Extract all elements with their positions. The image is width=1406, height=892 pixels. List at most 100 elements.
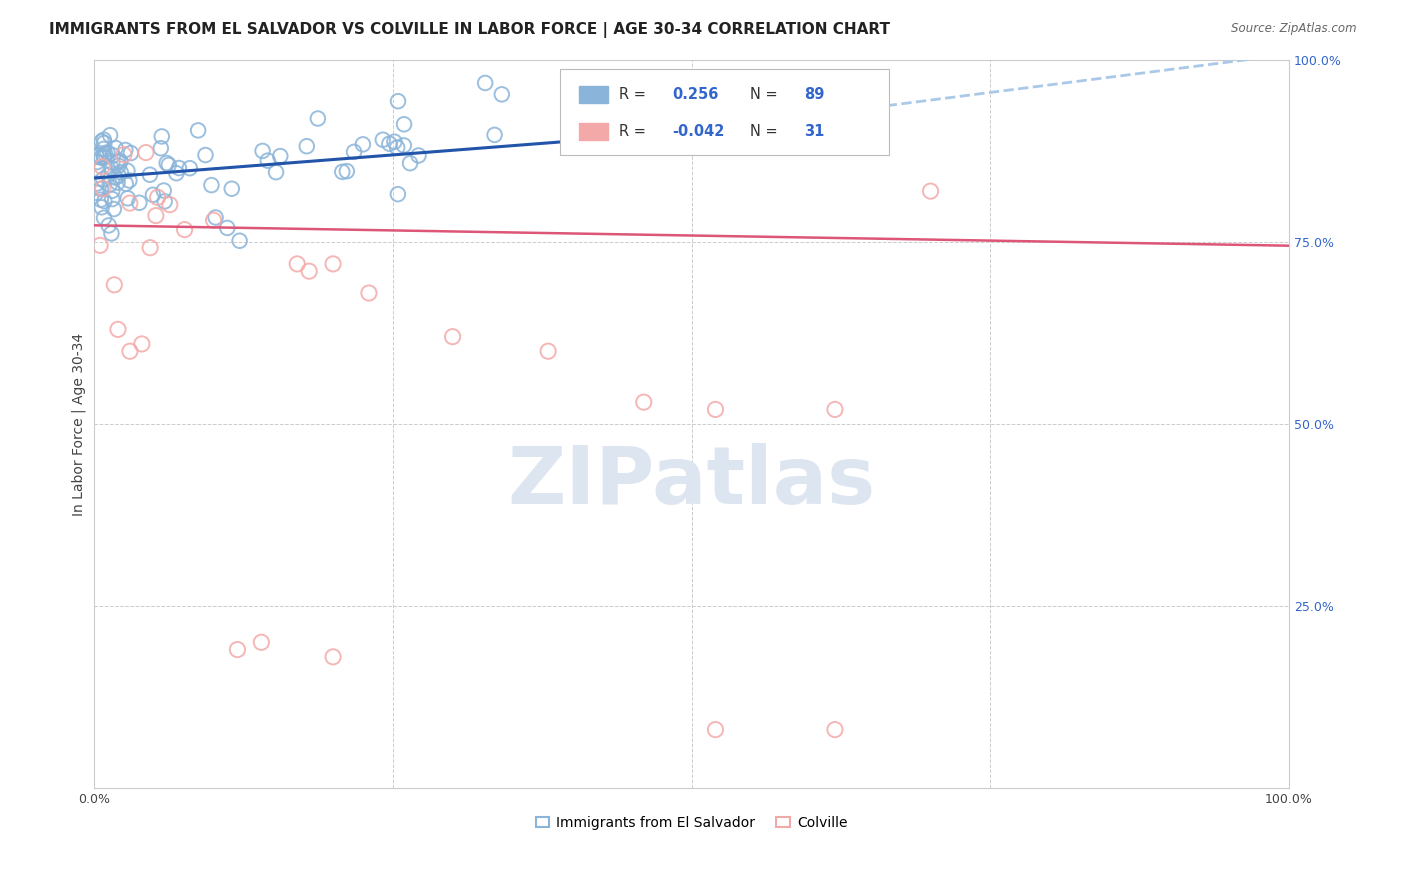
- Point: [157, 158, 180, 172]
- Point: [110, 165, 132, 179]
- Point: [90, 193, 112, 207]
- Point: [107, 322, 129, 336]
- Point: [90, 135, 112, 149]
- Text: 31: 31: [804, 124, 824, 139]
- Point: [159, 197, 181, 211]
- Point: [91, 181, 114, 195]
- FancyBboxPatch shape: [579, 122, 607, 140]
- Point: [307, 112, 329, 126]
- Point: [142, 187, 165, 202]
- Point: [352, 137, 374, 152]
- Text: R =: R =: [619, 124, 650, 139]
- Point: [107, 169, 129, 183]
- Point: [194, 148, 217, 162]
- Point: [250, 635, 273, 649]
- Point: [221, 182, 243, 196]
- Point: [93, 194, 115, 208]
- Point: [114, 177, 136, 191]
- Point: [382, 135, 405, 149]
- Point: [90, 200, 112, 214]
- Point: [89, 238, 111, 252]
- Point: [104, 141, 127, 155]
- Point: [392, 138, 415, 153]
- Point: [86, 177, 108, 191]
- Point: [100, 227, 122, 241]
- Point: [135, 145, 157, 160]
- Point: [385, 140, 408, 154]
- Point: [118, 196, 141, 211]
- Text: N =: N =: [751, 87, 782, 102]
- Point: [228, 234, 250, 248]
- Point: [167, 161, 190, 175]
- Point: [103, 202, 125, 216]
- Point: [94, 146, 117, 161]
- Point: [104, 170, 127, 185]
- Point: [91, 172, 114, 186]
- Point: [252, 144, 274, 158]
- Point: [399, 156, 422, 170]
- Text: -0.042: -0.042: [672, 124, 725, 139]
- Point: [96, 145, 118, 160]
- FancyBboxPatch shape: [579, 86, 607, 103]
- Point: [491, 87, 513, 102]
- Point: [156, 156, 179, 170]
- Point: [120, 146, 142, 161]
- Point: [90, 151, 112, 165]
- Point: [343, 145, 366, 159]
- Point: [86, 148, 108, 162]
- Point: [110, 154, 132, 169]
- Point: [93, 151, 115, 165]
- Point: [204, 211, 226, 225]
- Point: [93, 149, 115, 163]
- Point: [920, 184, 942, 198]
- Point: [98, 178, 121, 192]
- Point: [153, 194, 176, 209]
- Point: [89, 148, 111, 162]
- Point: [93, 142, 115, 156]
- Point: [202, 213, 225, 227]
- Y-axis label: In Labor Force | Age 30-34: In Labor Force | Age 30-34: [72, 333, 86, 516]
- Point: [392, 117, 415, 131]
- Point: [378, 136, 401, 151]
- Point: [117, 191, 139, 205]
- Point: [86, 186, 108, 200]
- Text: R =: R =: [619, 87, 650, 102]
- Point: [98, 128, 121, 143]
- Point: [107, 154, 129, 169]
- Point: [152, 184, 174, 198]
- Point: [131, 337, 153, 351]
- Point: [90, 182, 112, 196]
- Point: [139, 168, 162, 182]
- Point: [118, 344, 141, 359]
- Point: [322, 649, 344, 664]
- Point: [97, 168, 120, 182]
- Point: [87, 164, 110, 178]
- Point: [145, 209, 167, 223]
- Point: [824, 723, 846, 737]
- Point: [474, 76, 496, 90]
- Point: [101, 155, 124, 169]
- Point: [149, 141, 172, 155]
- Point: [484, 128, 506, 142]
- Point: [101, 192, 124, 206]
- Point: [97, 219, 120, 233]
- Point: [86, 155, 108, 169]
- Point: [285, 257, 308, 271]
- Point: [357, 285, 380, 300]
- Point: [128, 195, 150, 210]
- Point: [101, 148, 124, 162]
- Point: [322, 257, 344, 271]
- Point: [117, 163, 139, 178]
- Point: [107, 176, 129, 190]
- Point: [256, 153, 278, 168]
- Point: [264, 165, 287, 179]
- Point: [633, 395, 655, 409]
- FancyBboxPatch shape: [560, 69, 889, 154]
- Point: [112, 147, 135, 161]
- Point: [824, 402, 846, 417]
- Point: [371, 133, 394, 147]
- Point: [408, 148, 430, 162]
- Point: [93, 136, 115, 150]
- Point: [100, 161, 122, 175]
- Point: [150, 129, 173, 144]
